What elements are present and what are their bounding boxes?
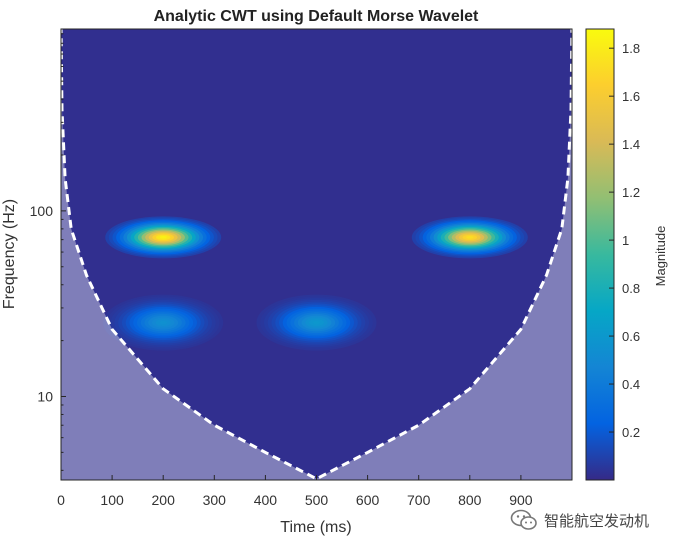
blob-4: [256, 294, 377, 351]
watermark: 智能航空发动机: [510, 506, 649, 534]
colorbar-tick-label: 1.4: [622, 137, 640, 152]
blob-3-ring: [159, 320, 167, 325]
x-tick-label: 600: [356, 492, 380, 508]
x-tick-label: 0: [57, 492, 65, 508]
blob-1: [105, 216, 222, 259]
blob-1-ring: [159, 236, 167, 239]
colorbar-tick-label: 1.2: [622, 185, 640, 200]
x-tick-label: 100: [100, 492, 124, 508]
cone-of-influence-shade: [61, 29, 572, 480]
watermark-text: 智能航空发动机: [544, 512, 650, 530]
x-tick-label: 500: [305, 492, 329, 508]
colorbar-tick-label: 1.6: [622, 89, 640, 104]
blob-3: [103, 294, 224, 351]
colorbar-tick-label: 1.8: [622, 41, 640, 56]
colorbar-label: Magnitude: [653, 226, 668, 287]
wechat-icon: [510, 509, 537, 530]
x-tick-label: 700: [407, 492, 431, 508]
colorbar-tick-label: 0.4: [622, 377, 640, 392]
blob-2-ring: [466, 236, 474, 239]
scalogram-blobs: [103, 216, 528, 351]
y-tick-label: 100: [30, 203, 54, 219]
chart-title: Analytic CWT using Default Morse Wavelet: [154, 8, 479, 25]
blob-2: [411, 216, 528, 259]
colorbar: [586, 29, 614, 480]
colorbar-tick-label: 0.6: [622, 329, 640, 344]
x-axis-label: Time (ms): [280, 519, 351, 536]
x-tick-label: 400: [254, 492, 278, 508]
x-tick-label: 900: [509, 492, 533, 508]
colorbar-box: [585, 28, 615, 481]
x-tick-label: 200: [152, 492, 176, 508]
y-axis-ticks: 10 100: [30, 33, 66, 471]
colorbar-tick-label: 1: [622, 233, 629, 248]
y-axis-label: Frequency (Hz): [1, 199, 18, 309]
colorbar-ticks: 0.2 0.4 0.6 0.8 1 1.2 1.4 1.6 1.8: [609, 41, 640, 440]
plot-area: [61, 29, 572, 480]
colorbar-tick-label: 0.8: [622, 281, 640, 296]
x-tick-label: 800: [458, 492, 482, 508]
x-tick-label: 300: [203, 492, 227, 508]
blob-4-ring: [312, 320, 321, 325]
colorbar-tick-label: 0.2: [622, 425, 640, 440]
x-axis-ticks: 0 100 200 300 400 500 600 700 800 900: [57, 475, 533, 508]
y-tick-label: 10: [37, 388, 53, 404]
